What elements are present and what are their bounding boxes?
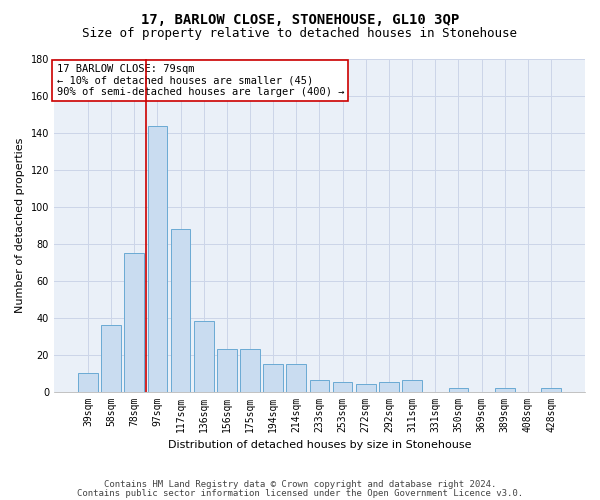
Bar [310,380,329,392]
Bar [402,380,422,392]
Bar [124,253,144,392]
Bar [541,388,561,392]
Text: Contains public sector information licensed under the Open Government Licence v3: Contains public sector information licen… [77,489,523,498]
Bar [495,388,515,392]
Text: Size of property relative to detached houses in Stonehouse: Size of property relative to detached ho… [83,28,517,40]
X-axis label: Distribution of detached houses by size in Stonehouse: Distribution of detached houses by size … [168,440,471,450]
Bar [240,349,260,392]
Text: Contains HM Land Registry data © Crown copyright and database right 2024.: Contains HM Land Registry data © Crown c… [104,480,496,489]
Bar [449,388,468,392]
Bar [101,325,121,392]
Bar [379,382,399,392]
Bar [170,229,190,392]
Bar [194,322,214,392]
Bar [286,364,306,392]
Bar [263,364,283,392]
Text: 17, BARLOW CLOSE, STONEHOUSE, GL10 3QP: 17, BARLOW CLOSE, STONEHOUSE, GL10 3QP [141,12,459,26]
Y-axis label: Number of detached properties: Number of detached properties [15,138,25,313]
Bar [148,126,167,392]
Bar [356,384,376,392]
Bar [217,349,236,392]
Bar [333,382,352,392]
Text: 17 BARLOW CLOSE: 79sqm
← 10% of detached houses are smaller (45)
90% of semi-det: 17 BARLOW CLOSE: 79sqm ← 10% of detached… [56,64,344,97]
Bar [78,373,98,392]
